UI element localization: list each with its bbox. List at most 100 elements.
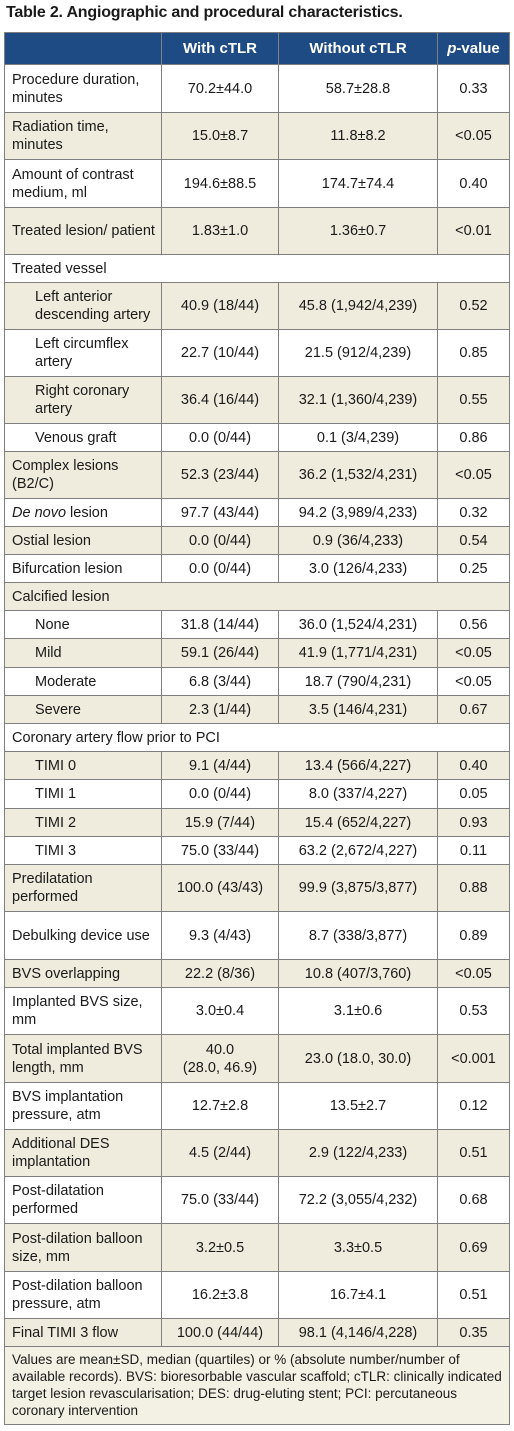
characteristics-table: With cTLR Without cTLR p-value Procedure… bbox=[4, 32, 510, 1425]
table-row: Radiation time, minutes 15.0±8.7 11.8±8.… bbox=[4, 112, 510, 160]
table-row: Right coronary artery 36.4 (16/44) 32.1 … bbox=[4, 376, 510, 424]
cell-with-ctlr: 3.0±0.4 bbox=[161, 987, 279, 1035]
table-row: None 31.8 (14/44) 36.0 (1,524/4,231) 0.5… bbox=[4, 610, 510, 639]
table-row: Left circumflex artery 22.7 (10/44) 21.5… bbox=[4, 329, 510, 377]
table-row: Left anterior descending artery 40.9 (18… bbox=[4, 282, 510, 330]
table-row: Implanted BVS size, mm 3.0±0.4 3.1±0.6 0… bbox=[4, 987, 510, 1035]
row-label: BVS overlapping bbox=[4, 959, 162, 988]
table-row: Venous graft 0.0 (0/44) 0.1 (3/4,239) 0.… bbox=[4, 423, 510, 452]
section-label: Coronary artery flow prior to PCI bbox=[4, 723, 510, 752]
table-row: Treated lesion/ patient 1.83±1.0 1.36±0.… bbox=[4, 207, 510, 255]
cell-without-ctlr: 98.1 (4,146/4,228) bbox=[278, 1318, 438, 1347]
table-row: Additional DES implantation 4.5 (2/44) 2… bbox=[4, 1129, 510, 1177]
cell-p-value: 0.89 bbox=[437, 911, 510, 960]
section-row: Coronary artery flow prior to PCI bbox=[4, 723, 510, 752]
row-label: Moderate bbox=[4, 667, 162, 696]
cell-p-value: 0.25 bbox=[437, 554, 510, 583]
section-row: Treated vessel bbox=[4, 254, 510, 283]
table-row: Debulking device use 9.3 (4/43) 8.7 (338… bbox=[4, 911, 510, 960]
cell-with-ctlr: 0.0 (0/44) bbox=[161, 526, 279, 555]
row-label: Amount of contrast medium, ml bbox=[4, 159, 162, 208]
cell-p-value: 0.40 bbox=[437, 751, 510, 780]
cell-with-ctlr: 70.2±44.0 bbox=[161, 64, 279, 113]
table-footnote: Values are mean±SD, median (quartiles) o… bbox=[4, 1346, 510, 1425]
table-row: Severe 2.3 (1/44) 3.5 (146/4,231) 0.67 bbox=[4, 695, 510, 724]
row-label: Bifurcation lesion bbox=[4, 554, 162, 583]
table-row: BVS overlapping 22.2 (8/36) 10.8 (407/3,… bbox=[4, 959, 510, 988]
row-label: Left circumflex artery bbox=[4, 329, 162, 377]
table-row: TIMI 3 75.0 (33/44) 63.2 (2,672/4,227) 0… bbox=[4, 836, 510, 865]
cell-p-value: 0.68 bbox=[437, 1176, 510, 1224]
row-label: Radiation time, minutes bbox=[4, 112, 162, 160]
cell-p-value: 0.54 bbox=[437, 526, 510, 555]
row-label: Complex lesions (B2/C) bbox=[4, 451, 162, 499]
row-label: BVS implantation pressure, atm bbox=[4, 1082, 162, 1130]
cell-p-value: 0.11 bbox=[437, 836, 510, 865]
cell-p-value: 0.51 bbox=[437, 1271, 510, 1319]
row-label: Additional DES implantation bbox=[4, 1129, 162, 1177]
table-row: TIMI 0 9.1 (4/44) 13.4 (566/4,227) 0.40 bbox=[4, 751, 510, 780]
header-with-ctlr: With cTLR bbox=[161, 32, 279, 65]
table-row: Predilatation performed 100.0 (43/43) 99… bbox=[4, 864, 510, 912]
row-label: Final TIMI 3 flow bbox=[4, 1318, 162, 1347]
cell-without-ctlr: 72.2 (3,055/4,232) bbox=[278, 1176, 438, 1224]
cell-without-ctlr: 0.9 (36/4,233) bbox=[278, 526, 438, 555]
cell-without-ctlr: 63.2 (2,672/4,227) bbox=[278, 836, 438, 865]
cell-without-ctlr: 174.7±74.4 bbox=[278, 159, 438, 208]
cell-p-value: 0.88 bbox=[437, 864, 510, 912]
cell-without-ctlr: 36.0 (1,524/4,231) bbox=[278, 610, 438, 639]
cell-with-ctlr: 1.83±1.0 bbox=[161, 207, 279, 255]
cell-with-ctlr: 40.9 (18/44) bbox=[161, 282, 279, 330]
row-label: Post-dilatation performed bbox=[4, 1176, 162, 1224]
cell-p-value: <0.05 bbox=[437, 667, 510, 696]
cell-with-ctlr: 59.1 (26/44) bbox=[161, 638, 279, 668]
cell-without-ctlr: 13.4 (566/4,227) bbox=[278, 751, 438, 780]
cell-with-ctlr: 0.0 (0/44) bbox=[161, 779, 279, 809]
cell-p-value: 0.53 bbox=[437, 987, 510, 1035]
cell-with-ctlr: 0.0 (0/44) bbox=[161, 554, 279, 583]
cell-without-ctlr: 15.4 (652/4,227) bbox=[278, 808, 438, 837]
table-row: Complex lesions (B2/C) 52.3 (23/44) 36.2… bbox=[4, 451, 510, 499]
table-row: Bifurcation lesion 0.0 (0/44) 3.0 (126/4… bbox=[4, 554, 510, 583]
cell-without-ctlr: 23.0 (18.0, 30.0) bbox=[278, 1034, 438, 1083]
cell-p-value: <0.05 bbox=[437, 112, 510, 160]
header-p-value: p-value bbox=[437, 32, 510, 65]
table-row: TIMI 1 0.0 (0/44) 8.0 (337/4,227) 0.05 bbox=[4, 779, 510, 809]
cell-without-ctlr: 2.9 (122/4,233) bbox=[278, 1129, 438, 1177]
cell-with-ctlr: 22.2 (8/36) bbox=[161, 959, 279, 988]
cell-p-value: <0.01 bbox=[437, 207, 510, 255]
cell-without-ctlr: 41.9 (1,771/4,231) bbox=[278, 638, 438, 668]
row-label: Ostial lesion bbox=[4, 526, 162, 555]
table-row: Final TIMI 3 flow 100.0 (44/44) 98.1 (4,… bbox=[4, 1318, 510, 1347]
cell-with-ctlr: 100.0 (43/43) bbox=[161, 864, 279, 912]
cell-with-ctlr: 97.7 (43/44) bbox=[161, 498, 279, 527]
cell-without-ctlr: 3.3±0.5 bbox=[278, 1223, 438, 1272]
section-label: Treated vessel bbox=[4, 254, 510, 283]
cell-without-ctlr: 3.0 (126/4,233) bbox=[278, 554, 438, 583]
cell-p-value: 0.05 bbox=[437, 779, 510, 809]
cell-p-value: 0.93 bbox=[437, 808, 510, 837]
cell-with-ctlr: 4.5 (2/44) bbox=[161, 1129, 279, 1177]
cell-with-ctlr: 9.1 (4/44) bbox=[161, 751, 279, 780]
row-label: TIMI 3 bbox=[4, 836, 162, 865]
cell-without-ctlr: 8.7 (338/3,877) bbox=[278, 911, 438, 960]
cell-p-value: 0.67 bbox=[437, 695, 510, 724]
header-blank-cell bbox=[4, 32, 162, 65]
cell-with-ctlr: 75.0 (33/44) bbox=[161, 1176, 279, 1224]
cell-p-value: 0.32 bbox=[437, 498, 510, 527]
row-label: TIMI 1 bbox=[4, 779, 162, 809]
cell-without-ctlr: 3.1±0.6 bbox=[278, 987, 438, 1035]
table-title: Table 2. Angiographic and procedural cha… bbox=[6, 4, 403, 21]
cell-without-ctlr: 94.2 (3,989/4,233) bbox=[278, 498, 438, 527]
cell-with-ctlr: 75.0 (33/44) bbox=[161, 836, 279, 865]
cell-without-ctlr: 21.5 (912/4,239) bbox=[278, 329, 438, 377]
row-label: Severe bbox=[4, 695, 162, 724]
cell-without-ctlr: 99.9 (3,875/3,877) bbox=[278, 864, 438, 912]
cell-without-ctlr: 8.0 (337/4,227) bbox=[278, 779, 438, 809]
cell-with-ctlr: 6.8 (3/44) bbox=[161, 667, 279, 696]
cell-without-ctlr: 36.2 (1,532/4,231) bbox=[278, 451, 438, 499]
table-row: Mild 59.1 (26/44) 41.9 (1,771/4,231) <0.… bbox=[4, 638, 510, 668]
row-label: None bbox=[4, 610, 162, 639]
row-label: TIMI 2 bbox=[4, 808, 162, 837]
cell-with-ctlr: 16.2±3.8 bbox=[161, 1271, 279, 1319]
